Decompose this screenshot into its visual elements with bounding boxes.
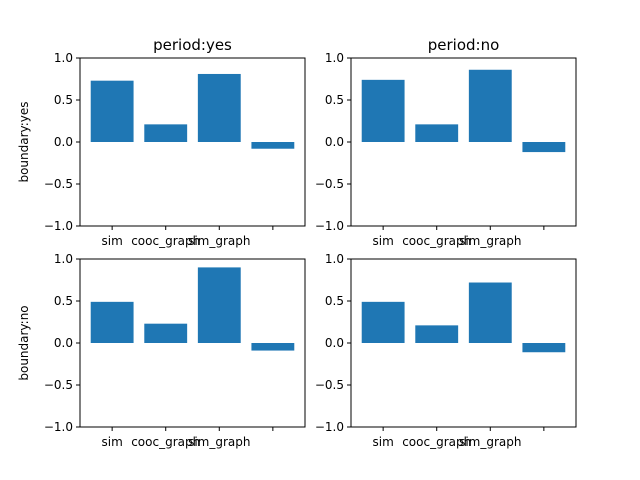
y-tick-label: 0.5 [325, 93, 344, 107]
y-tick-label: −1.0 [315, 219, 344, 233]
bar-4 [522, 142, 566, 153]
x-tick-label-sim: sim [102, 435, 123, 449]
bar-1 [90, 301, 134, 343]
subplot-title: period:no [428, 36, 500, 54]
x-tick-label-sim_graph: sim_graph [188, 435, 250, 449]
bar-1 [361, 301, 405, 343]
y-tick-label: 0.0 [54, 135, 73, 149]
bar-4 [251, 343, 295, 351]
y-tick-label: −0.5 [44, 378, 73, 392]
y-tick-label: 1.0 [54, 51, 73, 65]
y-tick-label: −1.0 [44, 420, 73, 434]
y-tick-label: −0.5 [315, 177, 344, 191]
bar-2 [415, 124, 459, 142]
bar-1 [90, 80, 134, 142]
bar-3 [197, 267, 241, 343]
bar-2 [144, 124, 188, 142]
bar-3 [468, 282, 512, 343]
x-tick-label-sim_graph: sim_graph [459, 234, 521, 248]
x-tick-label-sim: sim [373, 435, 394, 449]
y-tick-label: −0.5 [44, 177, 73, 191]
bar-2 [144, 323, 188, 343]
bar-4 [522, 343, 566, 353]
y-tick-label: 0.0 [54, 336, 73, 350]
bar-1 [361, 79, 405, 142]
x-tick-label-sim: sim [373, 234, 394, 248]
y-tick-label: 1.0 [325, 252, 344, 266]
y-tick-label: −1.0 [44, 219, 73, 233]
y-tick-label: 0.5 [54, 294, 73, 308]
x-tick-label-sim_graph: sim_graph [459, 435, 521, 449]
x-tick-label-sim_graph: sim_graph [188, 234, 250, 248]
y-tick-label: 0.0 [325, 336, 344, 350]
y-axis-label: boundary:yes [17, 101, 31, 182]
y-tick-label: 1.0 [325, 51, 344, 65]
x-tick-label-cooc_graph: cooc_graph [131, 435, 200, 449]
x-tick-label-sim: sim [102, 234, 123, 248]
bar-3 [197, 73, 241, 142]
y-tick-label: −0.5 [315, 378, 344, 392]
y-tick-label: 1.0 [54, 252, 73, 266]
y-tick-label: 0.5 [325, 294, 344, 308]
bar-4 [251, 142, 295, 149]
bar-2 [415, 325, 459, 343]
subplot-title: period:yes [153, 36, 232, 54]
x-tick-label-cooc_graph: cooc_graph [402, 435, 471, 449]
bar-3 [468, 69, 512, 142]
y-tick-label: 0.5 [54, 93, 73, 107]
y-tick-label: 0.0 [325, 135, 344, 149]
y-axis-label: boundary:no [17, 305, 31, 380]
x-tick-label-cooc_graph: cooc_graph [402, 234, 471, 248]
x-tick-label-cooc_graph: cooc_graph [131, 234, 200, 248]
y-tick-label: −1.0 [315, 420, 344, 434]
